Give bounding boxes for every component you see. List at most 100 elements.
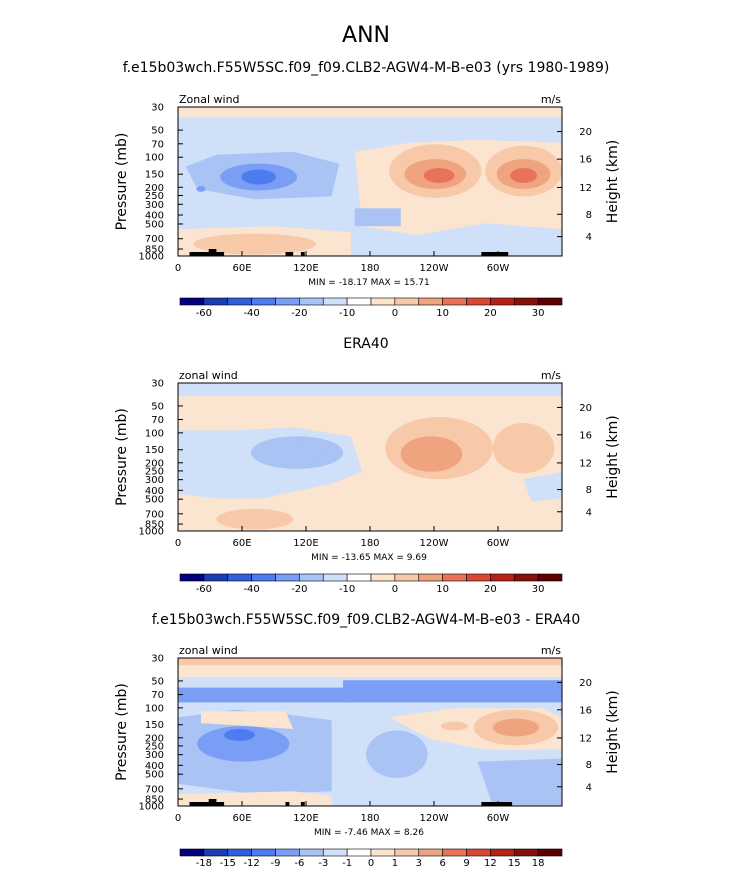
y-tick-label: 250 bbox=[145, 191, 164, 202]
contour-fill-group bbox=[178, 383, 562, 531]
colorbar-label: 20 bbox=[484, 584, 497, 595]
chart-panel-1: f.e15b03wch.F55W5SC.f09_f09.CLB2-AGW4-M-… bbox=[114, 60, 621, 319]
y-tick-label: 250 bbox=[145, 741, 164, 752]
chart-panel-3: f.e15b03wch.F55W5SC.f09_f09.CLB2-AGW4-M-… bbox=[114, 612, 621, 869]
corner-label-units: m/s bbox=[541, 93, 561, 106]
y2-tick-label: 16 bbox=[579, 430, 592, 441]
colorbar-box bbox=[418, 297, 443, 306]
y2-tick-label: 16 bbox=[579, 155, 592, 166]
colorbar-label: 30 bbox=[532, 584, 545, 595]
topography-bar bbox=[300, 252, 305, 256]
y2-tick-label: 20 bbox=[579, 678, 592, 689]
x-tick-label: 60E bbox=[232, 813, 251, 824]
topography-bar bbox=[481, 252, 509, 256]
colorbar-label: 12 bbox=[484, 858, 497, 869]
y-tick-label: 150 bbox=[145, 720, 164, 731]
colorbar-box bbox=[203, 573, 229, 582]
y-tick-label: 300 bbox=[145, 475, 164, 486]
contour-top-pale-band bbox=[178, 665, 562, 678]
colorbar-box bbox=[537, 848, 563, 857]
colorbar-box bbox=[275, 297, 300, 306]
y-tick-label: 1000 bbox=[139, 527, 164, 538]
y-tick-label: 70 bbox=[151, 139, 164, 150]
colorbar-label: -20 bbox=[291, 308, 307, 319]
contour-top-red-band bbox=[178, 658, 562, 666]
colorbar-box bbox=[179, 573, 205, 582]
y2-axis-label: Height (km) bbox=[605, 415, 621, 498]
contour-jet1-core bbox=[423, 168, 455, 183]
x-tick-label: 60W bbox=[487, 538, 510, 549]
contour-top-light-blue bbox=[178, 383, 562, 397]
colorbar-box bbox=[227, 573, 252, 582]
colorbar-label: 10 bbox=[436, 308, 449, 319]
contour-jet2-core bbox=[510, 168, 538, 183]
topography-peak bbox=[208, 799, 217, 802]
colorbar-label: 6 bbox=[439, 858, 445, 869]
colorbar-label: 30 bbox=[532, 308, 545, 319]
colorbar-box bbox=[418, 848, 443, 857]
colorbar-box bbox=[346, 297, 372, 306]
y-tick-label: 200 bbox=[145, 183, 164, 194]
colorbar-box bbox=[466, 297, 491, 306]
colorbar-box bbox=[490, 573, 515, 582]
x-tick-label: 0 bbox=[175, 263, 181, 274]
panel-title: ERA40 bbox=[343, 336, 388, 352]
x-tick-label: 60W bbox=[487, 813, 510, 824]
contour-west-blue bbox=[197, 726, 290, 762]
y-tick-label: 850 bbox=[145, 520, 164, 531]
contour-upper-blue-right bbox=[343, 680, 562, 703]
colorbar-box bbox=[394, 848, 420, 857]
colorbar-box bbox=[490, 297, 515, 306]
topography-bar bbox=[285, 252, 294, 256]
min-max-text: MIN = -7.46 MAX = 8.26 bbox=[314, 828, 424, 838]
corner-label-variable: Zonal wind bbox=[179, 93, 240, 106]
y2-tick-label: 12 bbox=[579, 183, 592, 194]
y2-tick-label: 20 bbox=[579, 403, 592, 414]
x-tick-label: 120E bbox=[293, 813, 318, 824]
colorbar-label: -6 bbox=[294, 858, 304, 869]
topography-bar bbox=[189, 252, 225, 256]
y2-tick-label: 4 bbox=[586, 782, 592, 793]
y-tick-label: 700 bbox=[145, 509, 164, 520]
topography-bar bbox=[481, 802, 513, 806]
y2-tick-label: 4 bbox=[586, 232, 592, 243]
topography-bar bbox=[189, 802, 225, 806]
colorbar-box bbox=[537, 573, 563, 582]
colorbar-box bbox=[370, 848, 396, 857]
x-tick-label: 120W bbox=[420, 538, 449, 549]
colorbar-label: -40 bbox=[243, 308, 259, 319]
y-tick-label: 50 bbox=[151, 126, 164, 137]
topography-bar bbox=[300, 802, 305, 806]
corner-label-units: m/s bbox=[541, 644, 561, 657]
y-tick-label: 400 bbox=[145, 761, 164, 772]
contour-west-core bbox=[224, 729, 255, 741]
colorbar-box bbox=[275, 848, 300, 857]
y-tick-label: 1000 bbox=[139, 802, 164, 813]
colorbar-label: 0 bbox=[368, 858, 374, 869]
colorbar-box bbox=[442, 297, 467, 306]
y2-tick-label: 20 bbox=[579, 127, 592, 138]
contour-east-light-blue bbox=[523, 471, 562, 502]
topography-bar bbox=[285, 802, 290, 806]
contour-upper-blue-left bbox=[178, 687, 351, 703]
colorbar-box bbox=[251, 573, 276, 582]
y-axis-label: Pressure (mb) bbox=[114, 683, 130, 781]
colorbar-box bbox=[513, 297, 539, 306]
y2-tick-label: 12 bbox=[579, 458, 592, 469]
colorbar-box bbox=[179, 297, 205, 306]
colorbar-label: -60 bbox=[196, 584, 212, 595]
panel-title: f.e15b03wch.F55W5SC.f09_f09.CLB2-AGW4-M-… bbox=[152, 612, 581, 628]
colorbar-label: -12 bbox=[243, 858, 259, 869]
colorbar-label: 10 bbox=[436, 584, 449, 595]
colorbar-box bbox=[299, 848, 324, 857]
min-max-text: MIN = -13.65 MAX = 9.69 bbox=[311, 553, 427, 563]
y2-tick-label: 4 bbox=[586, 507, 592, 518]
colorbar-label: 9 bbox=[463, 858, 469, 869]
contour-surface-light-red bbox=[216, 508, 294, 530]
colorbar-box bbox=[203, 297, 229, 306]
y-tick-label: 100 bbox=[145, 428, 164, 439]
colorbar-box bbox=[418, 573, 443, 582]
x-tick-label: 120E bbox=[293, 263, 318, 274]
colorbar-box bbox=[394, 573, 420, 582]
x-tick-label: 60W bbox=[487, 263, 510, 274]
